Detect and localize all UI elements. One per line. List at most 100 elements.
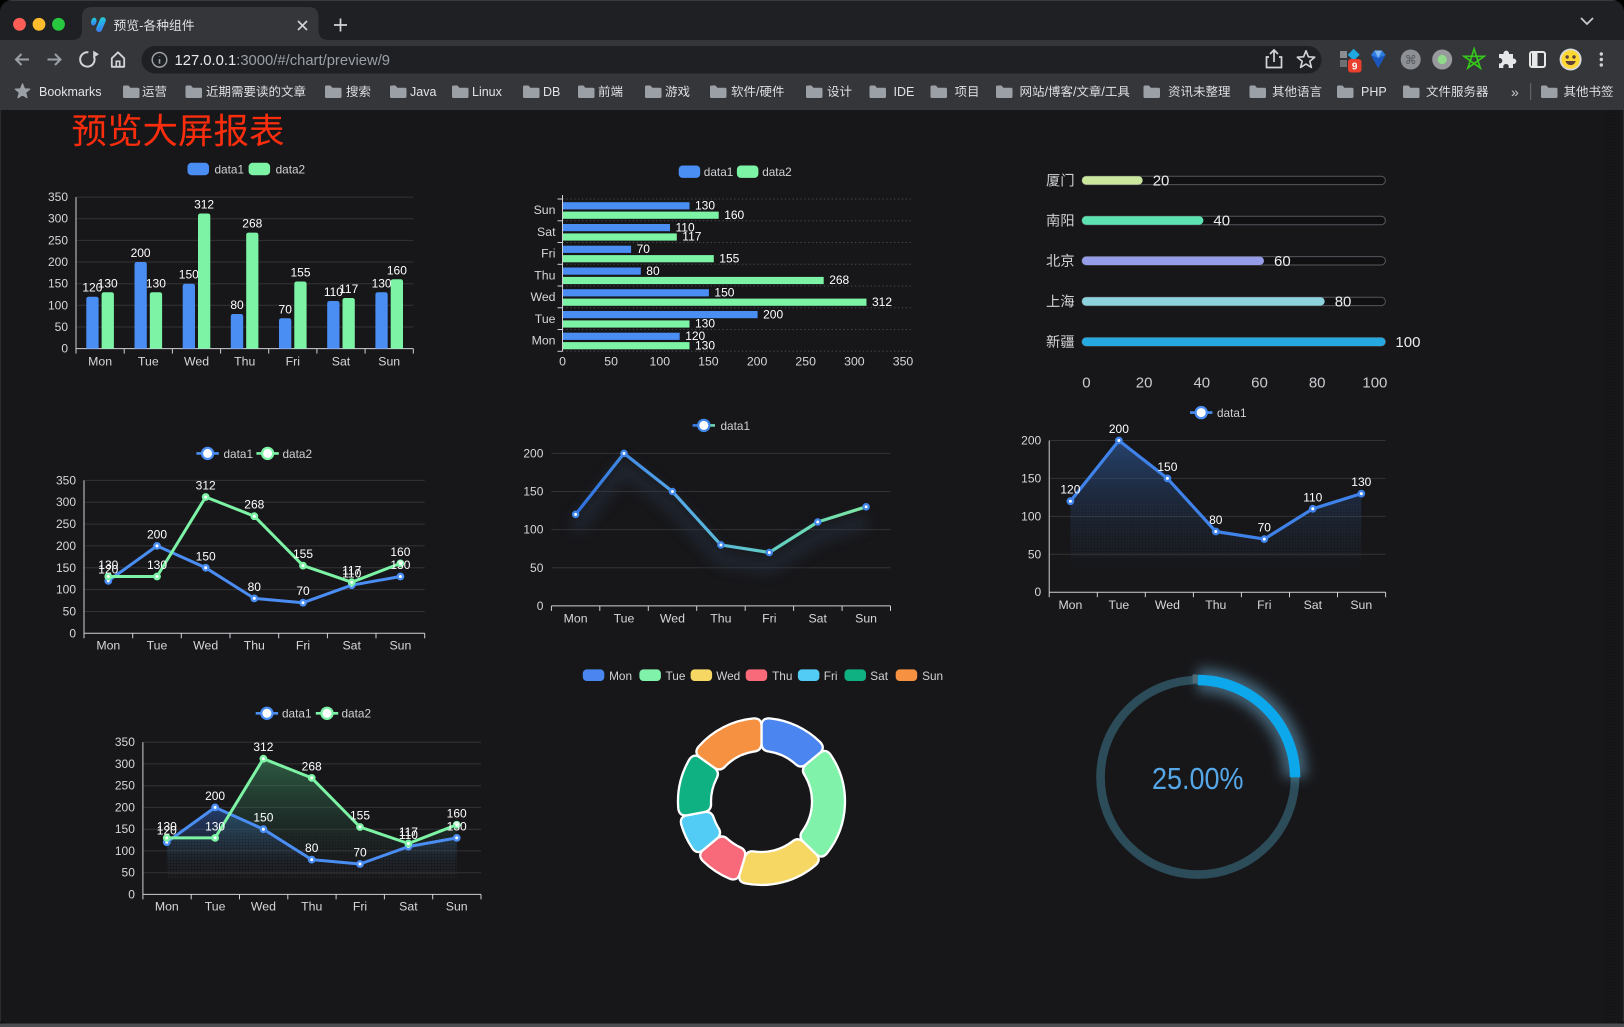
svg-text:120: 120 <box>1060 483 1080 497</box>
svg-text:Sun: Sun <box>378 355 400 369</box>
svg-text:268: 268 <box>242 217 262 231</box>
svg-text:110: 110 <box>324 285 343 299</box>
svg-text:268: 268 <box>302 759 322 773</box>
svg-text:268: 268 <box>829 273 849 287</box>
svg-text:130: 130 <box>98 276 118 290</box>
svg-text:80: 80 <box>1209 513 1223 527</box>
svg-text:40: 40 <box>1193 375 1210 392</box>
svg-text:120: 120 <box>82 281 102 295</box>
svg-text:60: 60 <box>1251 375 1268 392</box>
svg-text:110: 110 <box>1303 490 1322 504</box>
svg-text:Fri: Fri <box>1257 598 1271 612</box>
svg-text:Mon: Mon <box>155 900 179 914</box>
svg-text:Wed: Wed <box>530 290 555 304</box>
svg-text:IDE: IDE <box>894 85 915 99</box>
svg-text:155: 155 <box>350 809 370 823</box>
svg-text:117: 117 <box>399 825 418 839</box>
svg-text:/: / <box>1073 85 1077 99</box>
svg-text:350: 350 <box>48 190 68 204</box>
svg-text:130: 130 <box>157 819 177 833</box>
svg-text:150: 150 <box>179 268 199 282</box>
svg-text:-: - <box>139 18 143 33</box>
svg-text:Sat: Sat <box>332 355 351 369</box>
svg-text:312: 312 <box>253 740 273 754</box>
svg-text:150: 150 <box>48 277 68 291</box>
svg-text:50: 50 <box>530 561 544 575</box>
svg-text:data1: data1 <box>224 447 254 461</box>
svg-text:⌘: ⌘ <box>1405 53 1417 67</box>
svg-text:200: 200 <box>763 307 783 321</box>
svg-text:50: 50 <box>63 605 77 619</box>
svg-text:350: 350 <box>893 355 914 369</box>
svg-text:250: 250 <box>795 355 816 369</box>
svg-text:312: 312 <box>872 295 892 309</box>
svg-text:Fri: Fri <box>296 639 310 653</box>
svg-text:70: 70 <box>296 584 310 598</box>
svg-text:70: 70 <box>1258 521 1272 535</box>
svg-text:200: 200 <box>523 446 543 460</box>
svg-text:Sun: Sun <box>922 669 943 683</box>
svg-text:Thu: Thu <box>1205 598 1226 612</box>
svg-text:Sun: Sun <box>389 639 411 653</box>
svg-text:Fri: Fri <box>824 669 838 683</box>
svg-text:Mon: Mon <box>1058 598 1082 612</box>
svg-text:20: 20 <box>1136 375 1153 392</box>
svg-text:300: 300 <box>56 495 76 509</box>
svg-text:160: 160 <box>724 208 744 222</box>
svg-text:50: 50 <box>604 355 618 369</box>
svg-text:data1: data1 <box>282 707 312 721</box>
svg-text:150: 150 <box>253 811 273 825</box>
svg-text:Sun: Sun <box>534 203 556 217</box>
svg-text:Bookmarks: Bookmarks <box>39 85 102 99</box>
svg-text:100: 100 <box>48 298 68 312</box>
svg-text:100: 100 <box>650 355 671 369</box>
svg-text:Wed: Wed <box>1155 598 1180 612</box>
svg-text:200: 200 <box>147 527 167 541</box>
svg-text:70: 70 <box>353 846 367 860</box>
svg-text:Mon: Mon <box>532 334 556 348</box>
svg-text:350: 350 <box>115 735 135 749</box>
svg-text:130: 130 <box>695 317 715 331</box>
svg-text:»: » <box>1511 84 1519 100</box>
svg-text:200: 200 <box>205 789 225 803</box>
svg-text:Tue: Tue <box>1109 598 1130 612</box>
svg-text:250: 250 <box>48 233 68 247</box>
svg-text:Sat: Sat <box>1304 598 1323 612</box>
svg-text:250: 250 <box>56 517 76 531</box>
svg-text:50: 50 <box>1028 547 1042 561</box>
svg-text:DB: DB <box>543 85 560 99</box>
svg-text:120: 120 <box>685 329 705 343</box>
svg-text:130: 130 <box>390 558 410 572</box>
svg-text:200: 200 <box>1109 422 1129 436</box>
svg-text:150: 150 <box>115 822 135 836</box>
svg-text:150: 150 <box>1157 460 1177 474</box>
svg-text:80: 80 <box>230 298 244 312</box>
svg-text:40: 40 <box>1213 213 1230 230</box>
svg-text:Java: Java <box>410 85 436 99</box>
svg-text:0: 0 <box>69 626 76 640</box>
svg-text:150: 150 <box>698 355 719 369</box>
svg-text:data1: data1 <box>721 419 751 433</box>
svg-text:300: 300 <box>844 355 865 369</box>
svg-text:130: 130 <box>372 276 392 290</box>
svg-text:Fri: Fri <box>353 900 367 914</box>
svg-text:200: 200 <box>131 246 151 260</box>
svg-text:120: 120 <box>157 824 177 838</box>
svg-text:data2: data2 <box>283 447 313 461</box>
svg-text:130: 130 <box>1351 475 1371 489</box>
svg-text:127.0.0.1:3000/#/chart/preview: 127.0.0.1:3000/#/chart/preview/9 <box>175 53 391 69</box>
svg-text:200: 200 <box>56 539 76 553</box>
svg-text:/: / <box>1045 85 1049 99</box>
svg-text:Wed: Wed <box>251 900 276 914</box>
svg-text:Tue: Tue <box>147 639 168 653</box>
svg-text:130: 130 <box>695 199 715 213</box>
svg-text:data1: data1 <box>215 162 245 176</box>
svg-text:80: 80 <box>1335 294 1352 311</box>
svg-text:110: 110 <box>342 567 361 581</box>
svg-text:100: 100 <box>56 583 76 597</box>
svg-text:Linux: Linux <box>472 85 503 99</box>
svg-text:100: 100 <box>1021 509 1041 523</box>
svg-text:Wed: Wed <box>716 669 740 683</box>
svg-text:155: 155 <box>290 266 310 280</box>
svg-text:Sat: Sat <box>399 900 418 914</box>
